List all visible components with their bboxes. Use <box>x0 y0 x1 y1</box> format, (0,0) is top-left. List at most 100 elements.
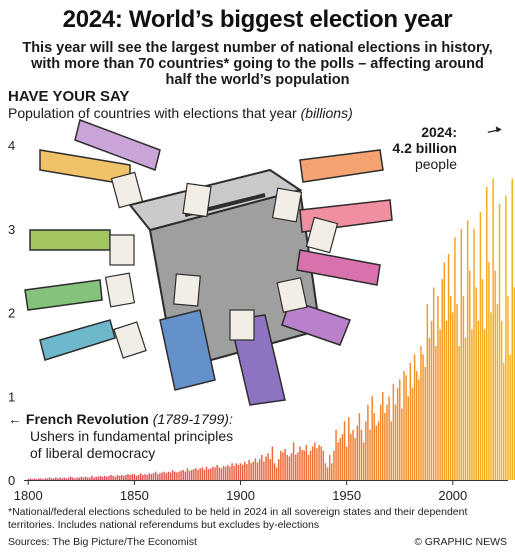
bar-1806 <box>40 478 42 480</box>
bar-1947 <box>339 438 342 480</box>
bar-1864 <box>163 471 165 480</box>
bar-2024 <box>503 362 505 480</box>
x-tick-label: 2000 <box>438 488 467 503</box>
bar-1995 <box>441 279 443 480</box>
bar-1968 <box>384 413 386 480</box>
bar-1827 <box>84 476 87 480</box>
bar-1869 <box>173 471 176 480</box>
copyright-icon: © <box>414 537 422 548</box>
bar-1988 <box>426 304 429 480</box>
bar-1937 <box>318 444 320 480</box>
bar-1890 <box>218 467 221 480</box>
x-tick-label: 1950 <box>332 488 361 503</box>
bar-1999 <box>449 295 452 480</box>
bar-1912 <box>265 456 267 480</box>
bar-1859 <box>152 473 155 480</box>
bar-1848 <box>129 474 131 480</box>
bar-1856 <box>146 474 148 480</box>
y-tick-label: 0 <box>8 473 15 488</box>
bar-1821 <box>72 477 74 480</box>
bars-group <box>27 178 515 481</box>
bar-1909 <box>258 459 261 480</box>
bar-2009 <box>471 329 473 480</box>
bar-1846 <box>125 474 127 480</box>
bar-1964 <box>375 425 378 480</box>
bar-2005 <box>462 295 465 480</box>
bar-1961 <box>369 429 371 480</box>
bar-1868 <box>171 469 174 480</box>
bar-2027 <box>509 354 511 480</box>
bar-1802 <box>31 479 34 480</box>
bar-2028 <box>511 178 513 480</box>
bar-1941 <box>326 467 329 480</box>
bar-1970 <box>388 396 390 480</box>
bar-2015 <box>483 329 486 480</box>
x-tick-label: 1850 <box>120 488 149 503</box>
bar-1986 <box>422 354 424 480</box>
bar-1897 <box>233 465 235 480</box>
bar-1904 <box>248 459 250 480</box>
bar-1958 <box>362 442 365 480</box>
bar-1939 <box>322 450 325 480</box>
bar-2004 <box>460 228 463 480</box>
peak-unit: people <box>414 156 457 172</box>
bar-1985 <box>420 346 422 480</box>
bar-2006 <box>464 337 467 480</box>
bar-1924 <box>290 453 293 480</box>
bar-1944 <box>333 450 335 480</box>
bar-1920 <box>282 452 284 480</box>
bar-1945 <box>335 429 337 480</box>
bar-1814 <box>57 478 59 480</box>
bar-1895 <box>229 466 231 480</box>
bar-1858 <box>150 474 153 480</box>
bar-1831 <box>93 477 95 480</box>
bar-1915 <box>271 446 274 480</box>
bar-1969 <box>386 404 388 480</box>
bar-1886 <box>210 468 212 480</box>
bar-1867 <box>169 472 172 480</box>
bar-1871 <box>178 471 180 480</box>
bar-1971 <box>390 421 392 480</box>
section-heading: HAVE YOUR SAY <box>8 88 130 105</box>
bar-1892 <box>222 465 225 480</box>
bar-1938 <box>320 446 322 480</box>
bar-1903 <box>246 464 248 480</box>
bar-1927 <box>297 452 299 480</box>
bar-1880 <box>197 469 199 480</box>
bar-1854 <box>142 474 144 480</box>
peak-year: 2024: <box>421 124 457 140</box>
bar-2021 <box>496 304 499 480</box>
bar-1813 <box>55 477 57 480</box>
caption-unit: (billions) <box>300 105 353 121</box>
bar-2003 <box>458 346 460 480</box>
bar-1908 <box>256 462 259 480</box>
bar-1972 <box>392 383 395 480</box>
bar-1841 <box>114 476 117 480</box>
bar-1994 <box>439 329 441 480</box>
bar-1810 <box>48 477 51 480</box>
bar-2013 <box>479 212 482 480</box>
bar-1889 <box>216 464 218 480</box>
bar-1888 <box>214 467 216 480</box>
bar-1996 <box>443 262 446 480</box>
bar-2008 <box>469 270 471 480</box>
bar-1815 <box>59 477 61 480</box>
bar-1860 <box>154 471 157 480</box>
bar-1942 <box>328 454 331 480</box>
bar-1851 <box>135 475 138 480</box>
bar-1928 <box>299 446 301 480</box>
credit: © GRAPHIC NEWS <box>414 536 507 548</box>
bar-1891 <box>220 468 223 480</box>
bar-1992 <box>435 346 437 480</box>
bar-1818 <box>65 478 68 480</box>
bar-1873 <box>182 469 184 480</box>
bar-1900 <box>239 463 242 480</box>
y-tick-label: 1 <box>8 389 15 404</box>
bar-2019 <box>492 178 494 480</box>
bar-1981 <box>411 387 414 480</box>
bar-1923 <box>288 456 291 480</box>
bar-1954 <box>354 438 356 480</box>
page-subtitle: This year will see the largest number of… <box>22 40 493 88</box>
bar-1966 <box>379 404 382 480</box>
bar-1950 <box>345 446 348 480</box>
